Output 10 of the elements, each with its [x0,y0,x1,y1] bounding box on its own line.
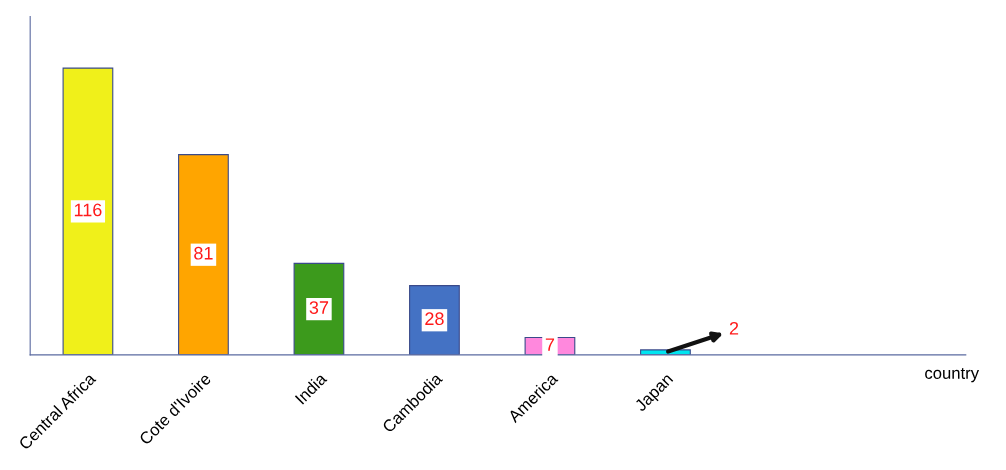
data-label: 116 [74,203,102,217]
data-label: 7 [545,338,555,351]
data-label: 81 [194,246,213,260]
data-label: 37 [309,301,329,314]
data-label: 28 [425,312,444,326]
bar [62,67,114,355]
bar [293,262,345,355]
data-label: 2 [729,321,739,335]
bar [178,154,229,355]
text: country [925,368,980,383]
